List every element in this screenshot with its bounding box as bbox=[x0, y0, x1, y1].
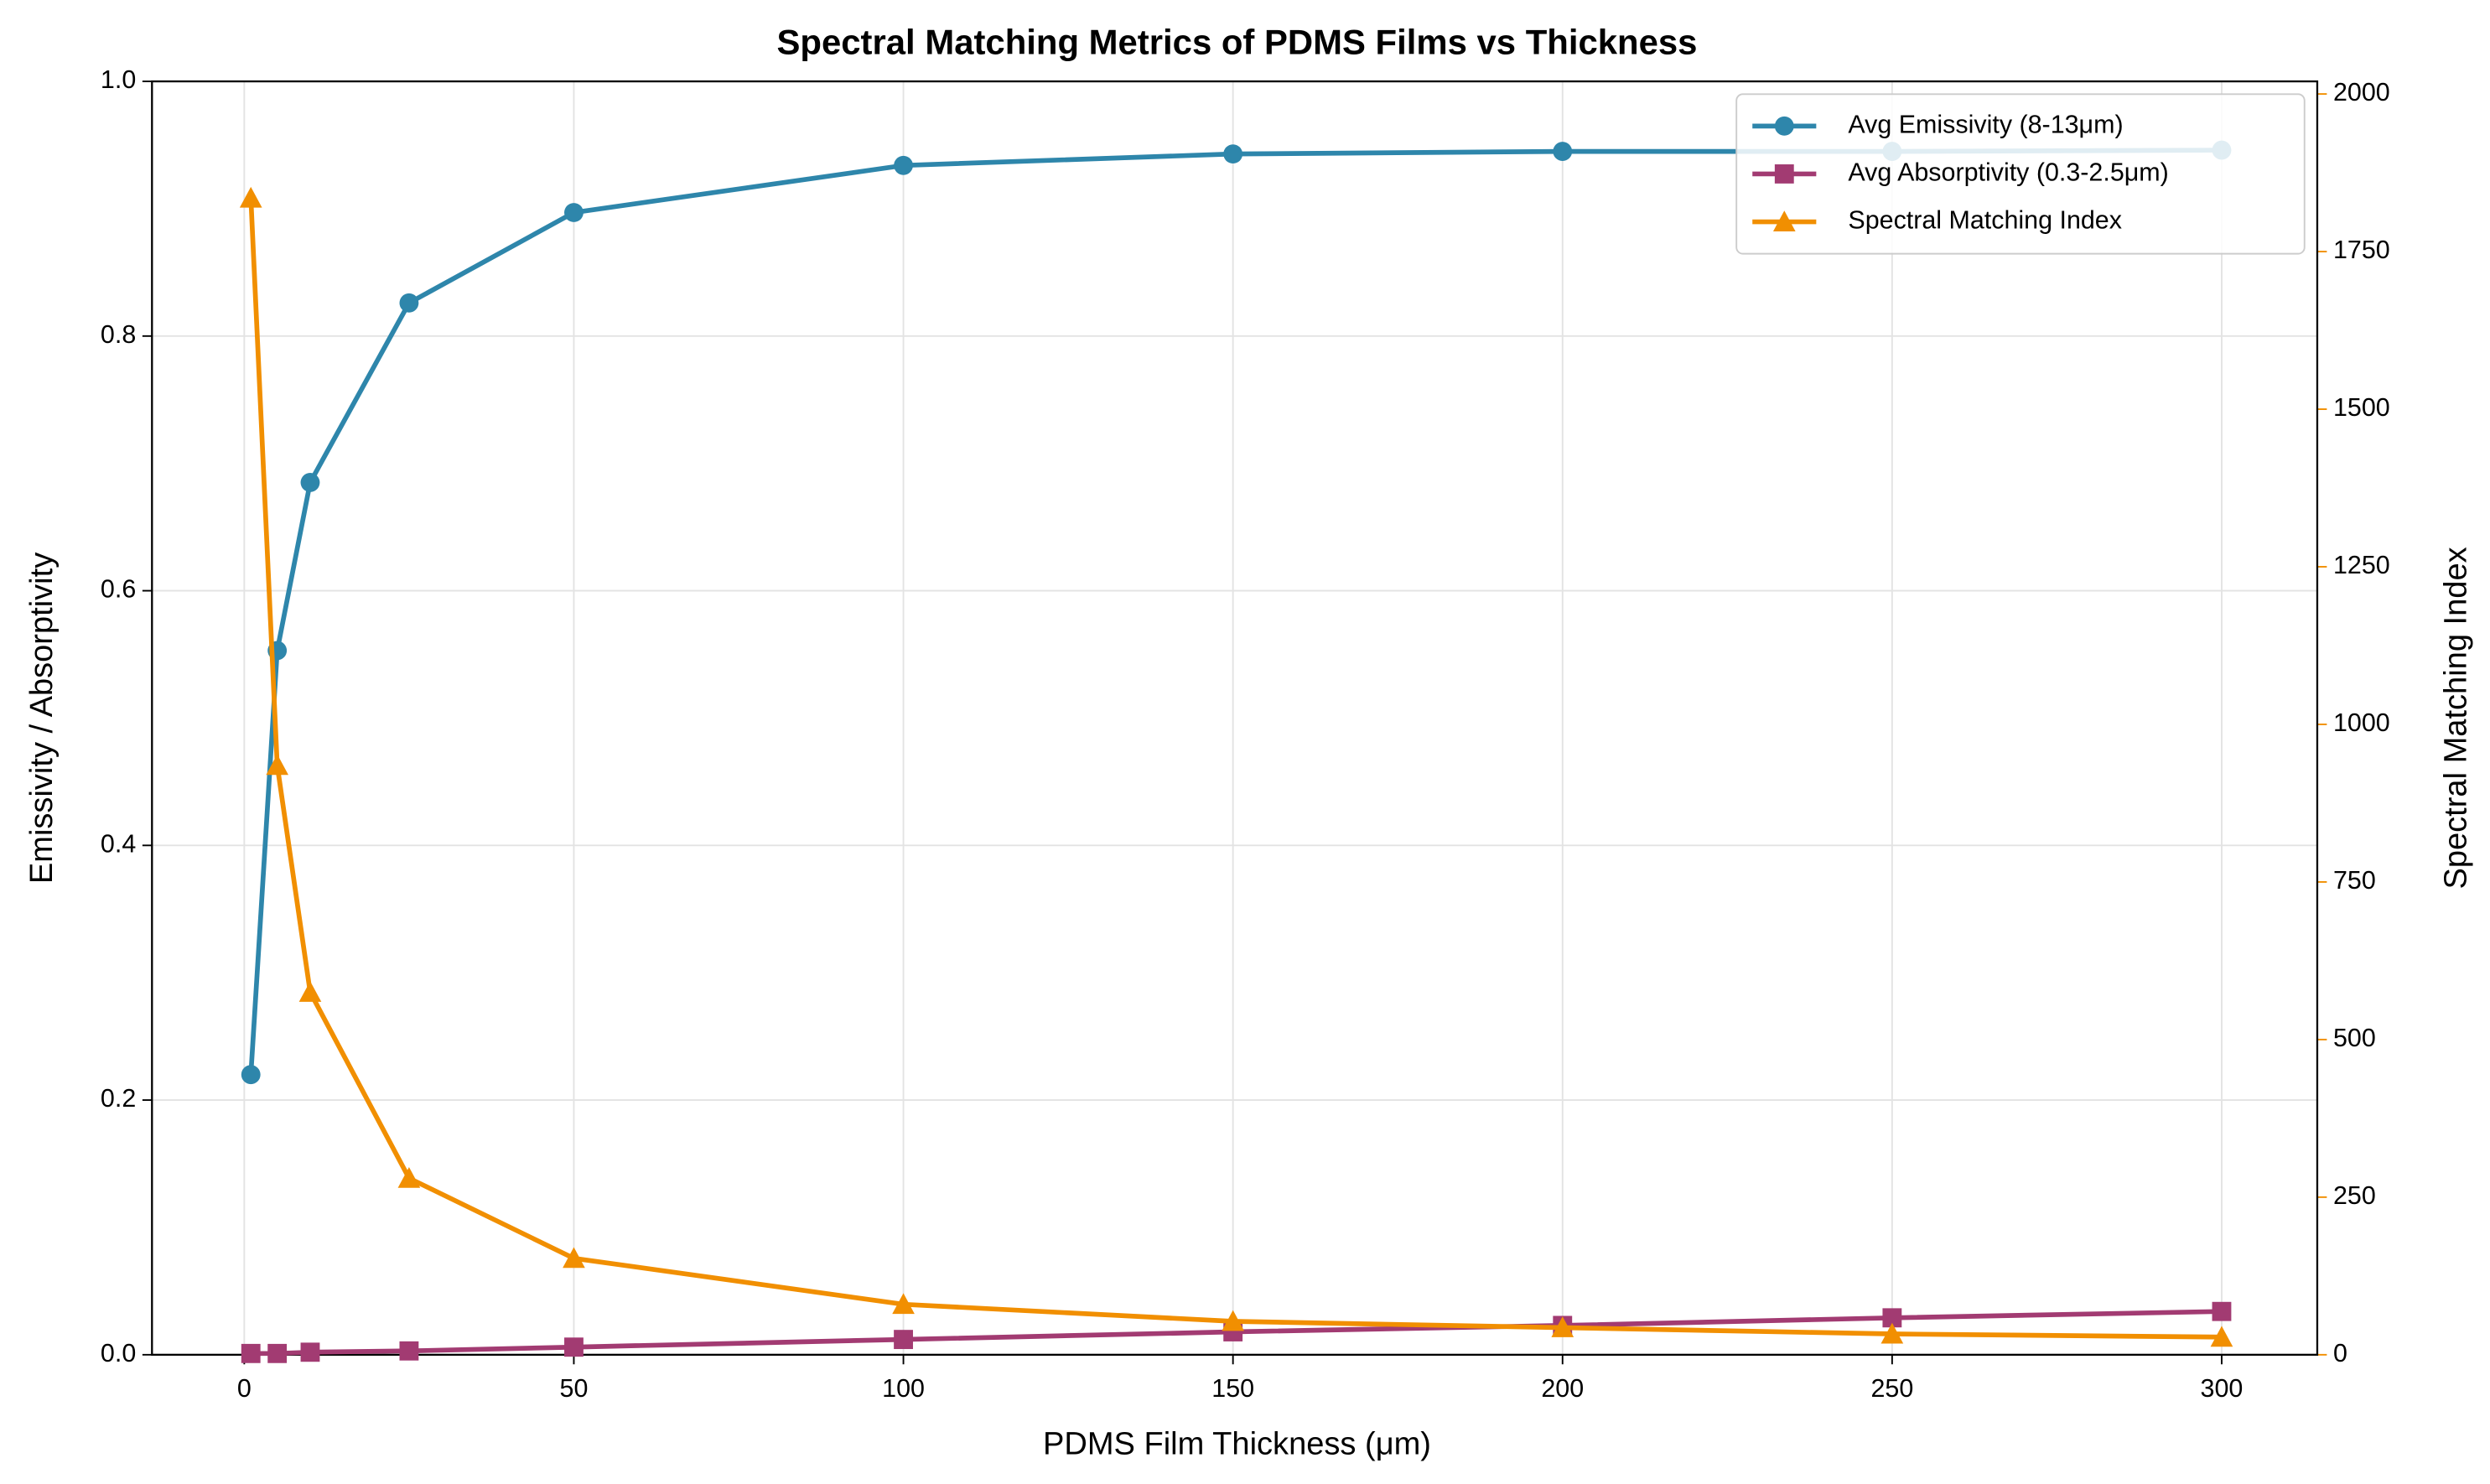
legend: Avg Emissivity (8-13μm) Avg Absorptivity … bbox=[1735, 93, 2306, 255]
x-tick-label: 50 bbox=[560, 1374, 589, 1403]
x-tick-label: 200 bbox=[1541, 1374, 1584, 1403]
y-tick-label: 0.0 bbox=[101, 1339, 136, 1367]
marker bbox=[894, 1330, 913, 1350]
legend-marker bbox=[1774, 164, 1794, 184]
y-tick-label: 0.4 bbox=[101, 829, 136, 858]
x-tick-label: 150 bbox=[1211, 1374, 1254, 1403]
marker bbox=[1882, 1308, 1902, 1328]
marker bbox=[399, 1341, 419, 1361]
legend-label: Avg Absorptivity (0.3-2.5μm) bbox=[1848, 158, 2168, 186]
marker bbox=[564, 1337, 584, 1357]
y-tick-label: 0.6 bbox=[101, 575, 136, 604]
y-tick-label: 0.2 bbox=[101, 1084, 136, 1113]
marker bbox=[300, 473, 320, 492]
legend-marker bbox=[1772, 210, 1796, 231]
marker bbox=[397, 1166, 421, 1188]
y2-tick-label: 1750 bbox=[2333, 236, 2390, 264]
marker bbox=[298, 981, 322, 1002]
y2-tick-label: 250 bbox=[2333, 1181, 2376, 1210]
marker bbox=[239, 186, 262, 208]
marker bbox=[1222, 1310, 1244, 1331]
marker bbox=[1553, 142, 1573, 162]
series-line bbox=[248, 198, 2222, 1340]
x-tick-label: 100 bbox=[882, 1374, 925, 1403]
marker bbox=[564, 203, 584, 222]
y2-tick-label: 1500 bbox=[2333, 393, 2390, 422]
x-axis-label: PDMS Film Thickness (μm) bbox=[1043, 1426, 1431, 1461]
chart-title: Spectral Matching Metrics of PDMS Films … bbox=[777, 22, 1698, 61]
marker bbox=[1880, 1322, 1904, 1344]
x-tick-label: 300 bbox=[2201, 1374, 2244, 1403]
y2-tick-label: 0 bbox=[2333, 1339, 2347, 1367]
legend-label: Spectral Matching Index bbox=[1848, 206, 2122, 235]
legend-box bbox=[1735, 93, 2306, 255]
marker bbox=[892, 1293, 915, 1315]
series-line bbox=[251, 1309, 2223, 1357]
series-line bbox=[248, 148, 2222, 1075]
marker bbox=[2212, 1301, 2232, 1321]
marker bbox=[894, 155, 913, 175]
marker bbox=[300, 1342, 320, 1362]
marker bbox=[563, 1247, 585, 1269]
marker bbox=[267, 1343, 288, 1363]
marker bbox=[241, 1343, 261, 1363]
y2-tick-label: 750 bbox=[2333, 866, 2376, 895]
y-tick-label: 1.0 bbox=[101, 65, 136, 94]
y2-tick-label: 1000 bbox=[2333, 708, 2390, 737]
x-tick-label: 250 bbox=[1870, 1374, 1913, 1403]
marker bbox=[399, 293, 419, 313]
marker bbox=[1223, 144, 1243, 164]
plot-frame bbox=[151, 80, 2319, 1356]
y2-tick-label: 500 bbox=[2333, 1024, 2376, 1052]
x-tick-label: 0 bbox=[237, 1374, 252, 1403]
legend-label: Avg Emissivity (8-13μm) bbox=[1848, 110, 2123, 138]
y2-tick-label: 1250 bbox=[2333, 551, 2390, 579]
y-tick-label: 0.8 bbox=[101, 320, 136, 349]
marker bbox=[2210, 1326, 2233, 1347]
y2-axis-label: Spectral Matching Index bbox=[2438, 547, 2473, 889]
y2-tick-label: 2000 bbox=[2333, 78, 2390, 106]
y-axis-label: Emissivity / Absorptivity bbox=[24, 553, 60, 884]
marker bbox=[1551, 1316, 1574, 1337]
legend-marker bbox=[1774, 116, 1794, 136]
marker bbox=[266, 754, 288, 776]
marker bbox=[241, 1065, 261, 1085]
